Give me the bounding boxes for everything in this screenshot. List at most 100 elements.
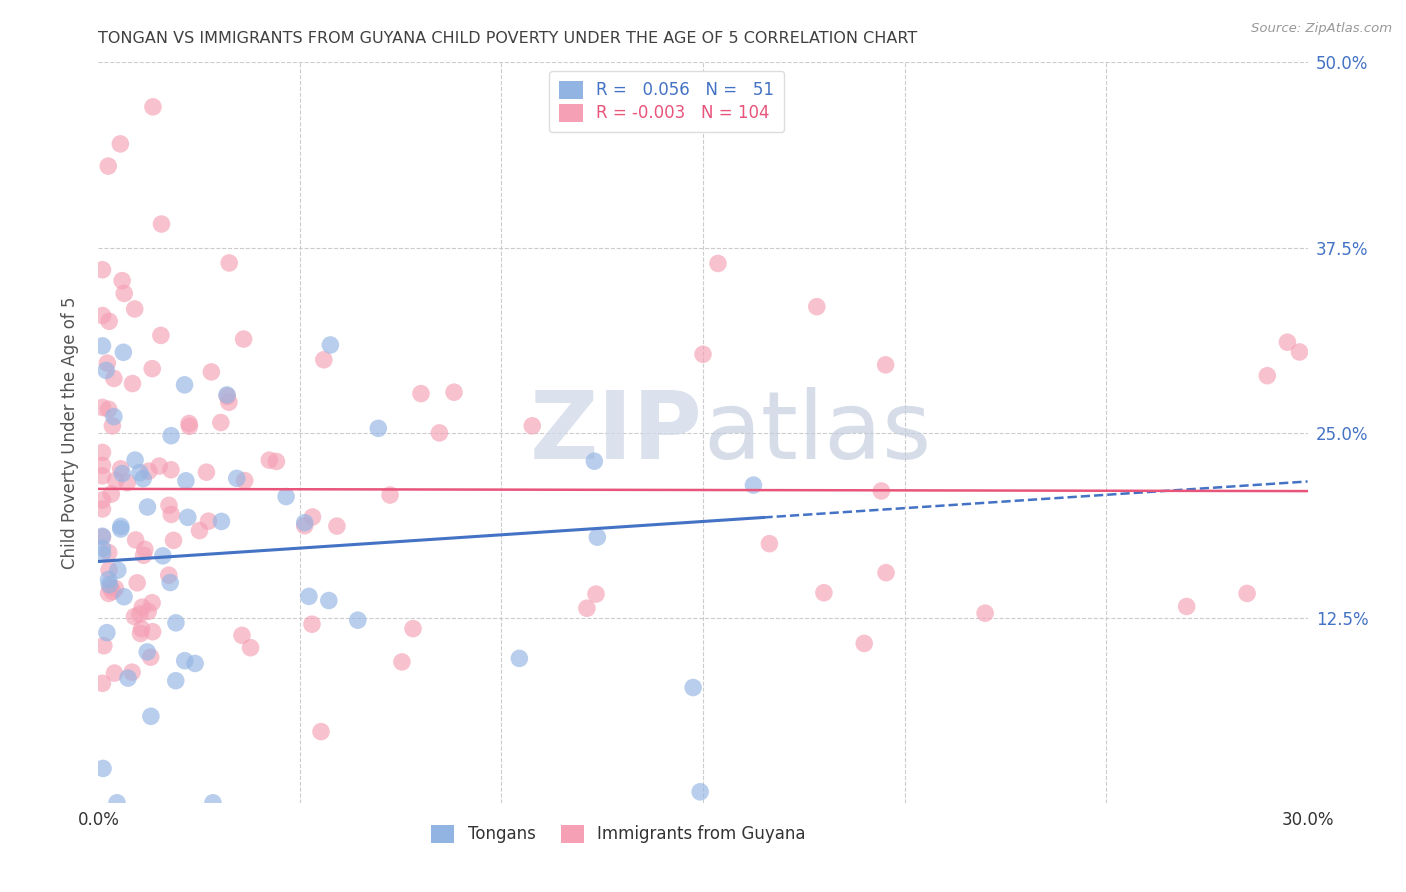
Point [583,454,606,468]
Point [177,417,200,431]
Point [110,522,132,536]
Point [318,593,340,607]
Point [179,419,201,434]
Point [211,515,233,529]
Point [1175,599,1198,614]
Point [96,356,118,370]
Point [875,358,897,372]
Point [1288,345,1310,359]
Point [391,655,413,669]
Point [91,676,114,690]
Point [367,421,389,435]
Point [98,563,121,577]
Point [91,547,114,561]
Point [758,536,780,550]
Point [402,622,425,636]
Point [197,514,219,528]
Point [124,453,146,467]
Point [111,467,134,481]
Point [128,466,150,480]
Point [104,582,127,596]
Point [312,352,335,367]
Point [259,453,281,467]
Point [112,286,135,301]
Y-axis label: Child Poverty Under the Age of 5: Child Poverty Under the Age of 5 [60,296,79,569]
Point [131,622,153,636]
Point [112,345,135,359]
Point [104,474,127,488]
Point [522,418,544,433]
Point [121,376,143,391]
Point [309,724,332,739]
Point [148,458,170,473]
Point [131,600,153,615]
Point [294,516,316,530]
Point [98,314,121,328]
Point [298,590,321,604]
Point [93,639,115,653]
Point [150,217,173,231]
Point [160,463,183,477]
Point [326,519,349,533]
Point [177,510,200,524]
Point [128,607,150,622]
Point [301,510,323,524]
Point [136,645,159,659]
Point [91,493,114,508]
Point [91,529,114,543]
Point [141,361,163,376]
Point [103,371,125,385]
Point [101,584,124,599]
Point [870,483,893,498]
Point [165,673,187,688]
Point [91,262,114,277]
Point [319,338,342,352]
Point [689,785,711,799]
Point [266,454,288,468]
Point [184,657,207,671]
Point [117,671,139,685]
Point [294,518,316,533]
Point [159,575,181,590]
Point [91,445,114,459]
Point [742,478,765,492]
Point [96,363,118,377]
Point [429,425,451,440]
Point [91,458,114,473]
Point [132,472,155,486]
Point [136,604,159,618]
Point [1236,586,1258,600]
Point [217,389,239,403]
Point [124,533,146,547]
Point [142,100,165,114]
Point [111,274,134,288]
Point [124,609,146,624]
Point [112,590,135,604]
Point [301,617,323,632]
Point [225,471,247,485]
Point [138,464,160,478]
Point [91,468,114,483]
Point [132,548,155,562]
Point [173,377,195,392]
Point [160,508,183,522]
Point [91,502,114,516]
Point [806,300,828,314]
Point [97,402,120,417]
Point [97,546,120,560]
Point [100,487,122,501]
Point [201,796,224,810]
Point [97,586,120,600]
Point [97,159,120,173]
Point [142,624,165,639]
Point [1256,368,1278,383]
Point [103,409,125,424]
Legend: Tongans, Immigrants from Guyana: Tongans, Immigrants from Guyana [425,818,813,850]
Point [853,636,876,650]
Text: Source: ZipAtlas.com: Source: ZipAtlas.com [1251,22,1392,36]
Point [174,474,197,488]
Point [91,762,114,776]
Point [231,628,253,642]
Point [149,328,172,343]
Point [162,533,184,548]
